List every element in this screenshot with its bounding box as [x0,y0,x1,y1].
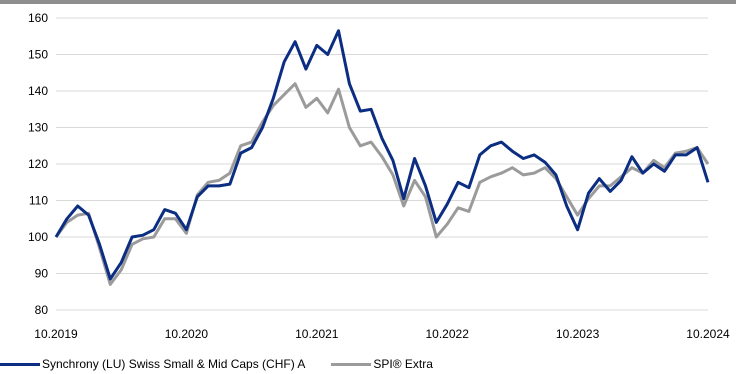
x-tick-label: 10.2021 [295,327,339,341]
y-tick-label: 110 [29,194,48,208]
legend: Synchrony (LU) Swiss Small & Mid Caps (C… [0,354,459,374]
series-lines [54,29,710,286]
y-tick-label: 130 [28,121,48,135]
y-tick-label: 120 [28,157,48,171]
x-tick-label: 10.2019 [34,327,78,341]
series-line-1 [54,29,710,281]
line-chart: 80 90 100 110 120 130 140 150 160 10.2019 10.2020… [28,11,730,341]
x-tick-label: 10.2022 [426,327,470,341]
y-tick-label: 100 [28,230,48,244]
y-tick-label: 80 [35,303,49,317]
legend-label-series-2: SPI® Extra [373,357,433,371]
x-tick-label: 10.2020 [165,327,209,341]
y-tick-label: 140 [28,84,48,98]
x-tick-label: 10.2023 [556,327,600,341]
y-tick-label: 160 [28,11,48,25]
x-axis-tick-labels: 10.2019 10.2020 10.2021 10.2022 10.2023 10.20… [34,327,730,341]
y-tick-label: 150 [28,48,48,62]
legend-label-series-1: Synchrony (LU) Swiss Small & Mid Caps (C… [42,357,306,371]
legend-item-series-1: Synchrony (LU) Swiss Small & Mid Caps (C… [0,357,305,371]
y-axis-tick-labels: 80 90 100 110 120 130 140 150 160 [28,11,48,317]
y-tick-label: 90 [35,267,49,281]
legend-swatch-series-1 [0,362,40,366]
series-line-2 [54,82,710,286]
legend-swatch-series-2 [331,362,372,366]
top-border-rule [0,0,736,4]
legend-item-series-2: SPI® Extra [331,357,433,371]
x-tick-label: 10.2024 [686,327,730,341]
gridlines [56,17,708,311]
